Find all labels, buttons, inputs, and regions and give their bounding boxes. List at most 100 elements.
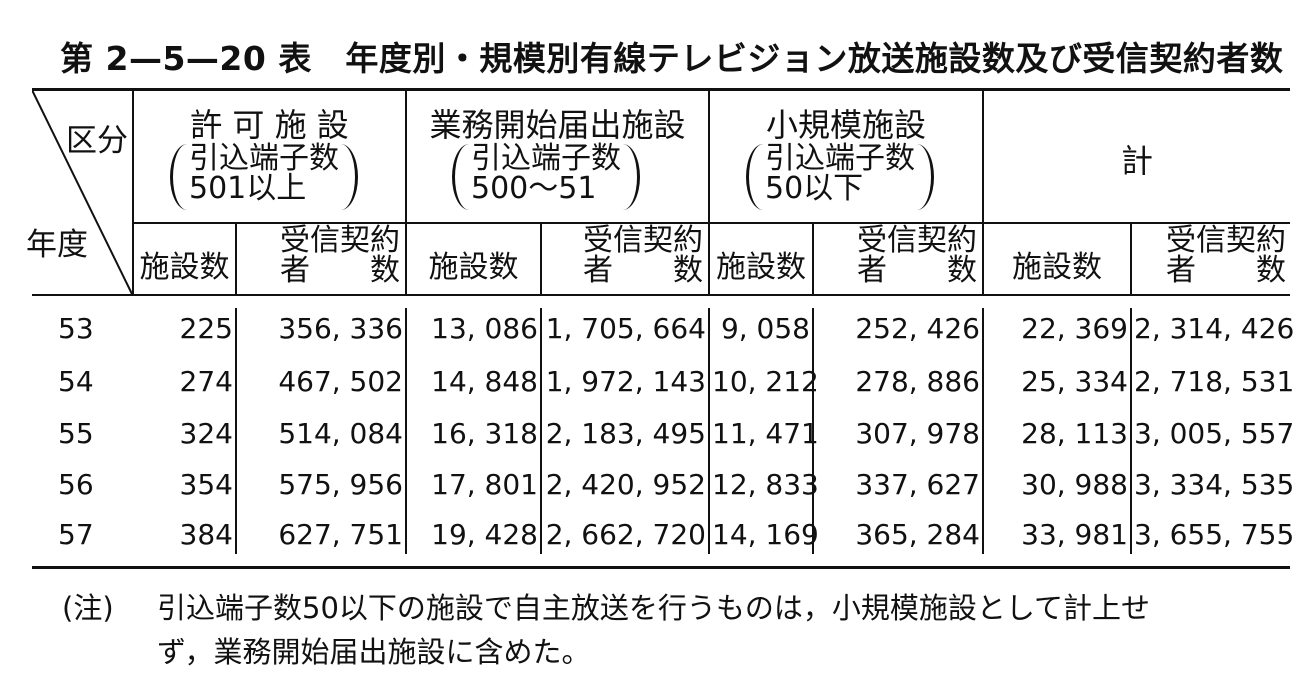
table-cell: 11, 471 [712,417,819,450]
subheader-facilities: 施設数 [716,250,806,285]
table-cell: 467, 502 [278,365,403,398]
table-cell: 354 [179,468,233,501]
table-top-rule [32,88,1290,91]
subheader-facilities: 施設数 [139,250,230,285]
col-rule-header [708,88,710,296]
corner-top-label: 区分 [66,123,128,159]
table-cell: 22, 369 [1021,312,1128,345]
year-cell: 55 [58,417,94,450]
table-cell: 252, 426 [855,312,980,345]
table-cell: 13, 086 [431,312,538,345]
subheader-subscribers: 受信契約 者 数 [242,226,400,286]
subheader-line: 者 数 [857,253,977,288]
paren-line: 500～51 [471,171,597,206]
table-cell: 384 [179,518,233,551]
data-table: 区分 年度 許 可 施 設 引込端子数 501以上 業務開始届出施設 引込端子数… [26,88,1295,570]
table-cell: 225 [179,312,233,345]
table-cell: 28, 113 [1021,417,1128,450]
table-cell: 1, 705, 664 [545,312,706,345]
paren-line: 引込端子数 [471,141,621,176]
table-bottom-rule [32,566,1290,569]
paren-line: 引込端子数 [765,141,915,176]
table-cell: 337, 627 [855,468,980,501]
col-rule-header [1130,224,1132,296]
table-cell: 627, 751 [278,518,403,551]
group-name-licensed: 許 可 施 設 [190,106,349,144]
year-cell: 53 [58,312,94,345]
subheader-subscribers: 受信契約 者 数 [822,226,977,286]
footnote-text: 引込端子数50以下の施設で自主放送を行うものは，小規模施設として計上せ [157,591,1151,625]
subheader-line: 受信契約 [280,223,400,258]
table-cell: 16, 318 [431,417,538,450]
paren-line: 501以上 [189,171,307,206]
footnote-label: (注) [62,591,114,625]
group-paren-small: 引込端子数 50以下 [746,144,934,210]
col-rule-header [235,224,237,296]
group-divider-rule [132,222,1290,224]
subheader-subscribers: 受信契約 者 数 [1136,226,1286,286]
table-cell: 9, 058 [720,312,810,345]
page-title: 第 2—5—20 表 年度別・規模別有線テレビジョン放送施設数及び受信契約者数 [60,39,1284,78]
footnote: (注) 引込端子数50以下の施設で自主放送を行うものは，小規模施設として計上せ ず… [62,586,1292,674]
col-rule-body [708,308,710,554]
table-cell: 575, 956 [278,468,403,501]
table-cell: 514, 084 [278,417,403,450]
subheader-line: 者 数 [583,253,703,288]
year-cell: 57 [58,518,94,551]
col-rule-body [1130,308,1132,554]
table-cell: 2, 718, 531 [1134,365,1295,398]
table-cell: 1, 972, 143 [545,365,706,398]
table-cell: 274 [179,365,233,398]
col-rule-header [132,88,134,296]
corner-bottom-label: 年度 [26,227,88,263]
table-cell: 10, 212 [712,365,819,398]
table-cell: 14, 169 [712,518,819,551]
header-bottom-rule [32,294,1290,296]
table-cell: 356, 336 [278,312,403,345]
table-cell: 3, 334, 535 [1134,468,1295,501]
table-cell: 365, 284 [855,518,980,551]
col-rule-body [235,308,237,554]
table-cell: 2, 183, 495 [545,417,706,450]
subheader-subscribers: 受信契約 者 数 [547,226,703,286]
group-name-total: 計 [1120,142,1153,180]
col-rule-header [812,224,814,296]
subheader-line: 者 数 [280,253,400,288]
table-cell: 2, 662, 720 [545,518,706,551]
paren-line: 引込端子数 [189,141,339,176]
group-paren-notified: 引込端子数 500～51 [452,144,640,210]
footnote-line: ず，業務開始届出施設に含めた。 [157,635,591,669]
subheader-line: 者 数 [1166,253,1286,288]
table-cell: 25, 334 [1021,365,1128,398]
table-cell: 19, 428 [431,518,538,551]
col-rule-body [540,308,542,554]
col-rule-body [982,308,984,554]
paren-line: 50以下 [765,171,864,206]
subheader-line: 受信契約 [583,223,703,258]
table-cell: 33, 981 [1021,518,1128,551]
group-name-small: 小規模施設 [765,106,926,144]
table-cell: 2, 314, 426 [1134,312,1295,345]
table-cell: 12, 833 [712,468,819,501]
year-cell: 56 [58,468,94,501]
footnote-line: (注) 引込端子数50以下の施設で自主放送を行うものは，小規模施設として計上せ [62,586,1292,630]
table-cell: 307, 978 [855,417,980,450]
year-cell: 54 [58,365,94,398]
table-cell: 2, 420, 952 [545,468,706,501]
subheader-line: 受信契約 [1166,223,1286,258]
subheader-line: 受信契約 [857,223,977,258]
table-cell: 324 [179,417,233,450]
col-rule-body [405,308,407,554]
table-cell: 278, 886 [855,365,980,398]
col-rule-header [540,224,542,296]
col-rule-body [812,308,814,554]
table-cell: 30, 988 [1021,468,1128,501]
group-name-notified: 業務開始届出施設 [429,106,686,144]
table-cell: 3, 005, 557 [1134,417,1295,450]
group-paren-licensed: 引込端子数 501以上 [170,144,358,210]
corner-diagonal [32,89,133,295]
col-rule-header [982,88,984,296]
subheader-facilities: 施設数 [428,250,519,285]
table-cell: 14, 848 [431,365,538,398]
table-cell: 17, 801 [431,468,538,501]
